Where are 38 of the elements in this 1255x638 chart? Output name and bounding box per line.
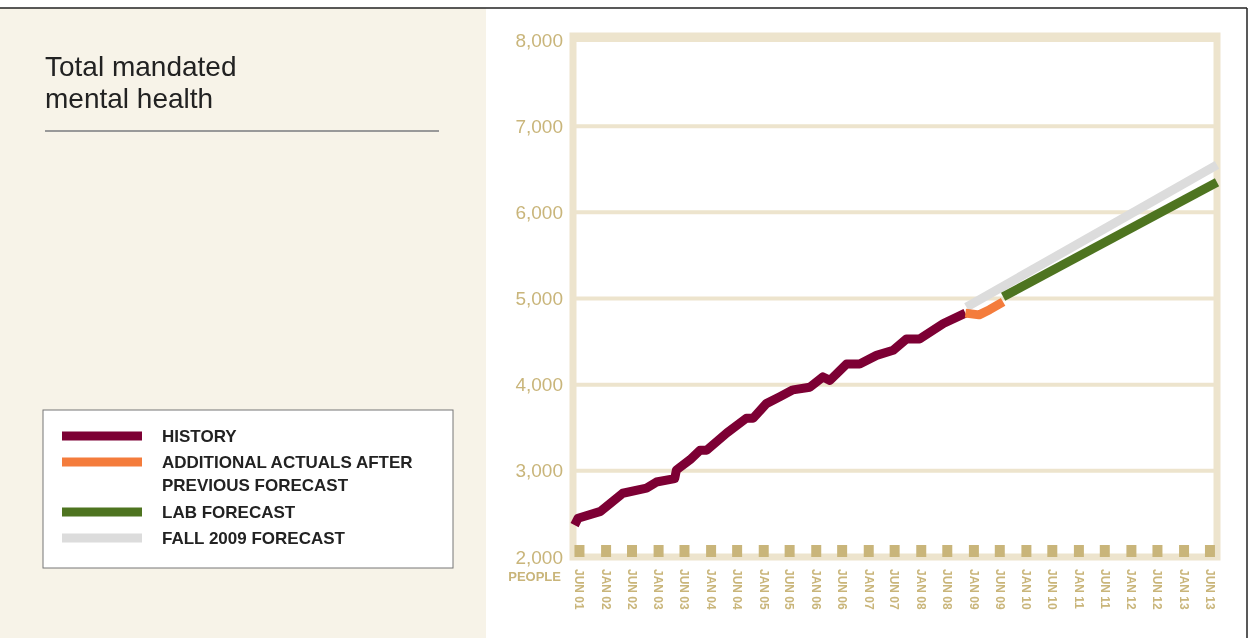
x-tick-label: JAN 09 — [966, 569, 981, 611]
x-tick-label: JAN 02 — [598, 569, 613, 611]
x-tick-label: JUN 05 — [782, 569, 797, 611]
legend-label: HISTORY — [162, 427, 238, 446]
legend-label: ADDITIONAL ACTUALS AFTER PREVIOUS FORECAST — [162, 453, 413, 495]
y-tick-label: 5,000 — [515, 288, 563, 310]
x-tick-label: JAN 11 — [1071, 569, 1086, 610]
x-tick-label: JUN 03 — [677, 569, 692, 611]
x-tick-label: JUN 07 — [887, 569, 902, 611]
x-tick-label: JAN 08 — [914, 569, 929, 611]
x-tick-label: JUN 10 — [1045, 569, 1060, 611]
legend-label: FALL 2009 FORECAST — [162, 529, 346, 548]
x-tick-label: JUN 06 — [834, 569, 849, 611]
x-tick-label: JAN 06 — [809, 569, 824, 611]
x-tick-label: JAN 07 — [861, 569, 876, 611]
y-axis-title: PEOPLE — [508, 569, 562, 584]
x-tick-label: JUN 11 — [1097, 569, 1112, 610]
x-tick-label: JUN 12 — [1150, 569, 1165, 611]
x-tick-label: JAN 12 — [1124, 569, 1139, 611]
x-tick-label: JAN 05 — [756, 569, 771, 611]
x-tick-label: JAN 04 — [703, 569, 718, 611]
x-tick-label: JUN 02 — [624, 569, 639, 611]
x-tick-label: JUN 09 — [992, 569, 1007, 611]
x-tick-label: JUN 01 — [572, 569, 587, 611]
x-tick-label: JUN 08 — [940, 569, 955, 611]
x-tick-label: JAN 03 — [651, 569, 666, 611]
y-tick-label: 2,000 — [515, 546, 563, 568]
y-tick-label: 8,000 — [515, 29, 563, 51]
y-tick-label: 6,000 — [515, 201, 563, 223]
y-tick-label: 7,000 — [515, 115, 563, 137]
y-tick-label: 3,000 — [515, 460, 563, 482]
x-tick-label: JAN 13 — [1176, 569, 1191, 611]
text: Total mandated mental health — [45, 51, 237, 114]
x-tick-label: JAN 10 — [1019, 569, 1034, 611]
x-tick-label: JUN 13 — [1202, 569, 1217, 611]
legend-label: LAB FORECAST — [162, 503, 296, 522]
x-tick-label: JUN 04 — [729, 569, 744, 611]
y-tick-label: 4,000 — [515, 374, 563, 396]
